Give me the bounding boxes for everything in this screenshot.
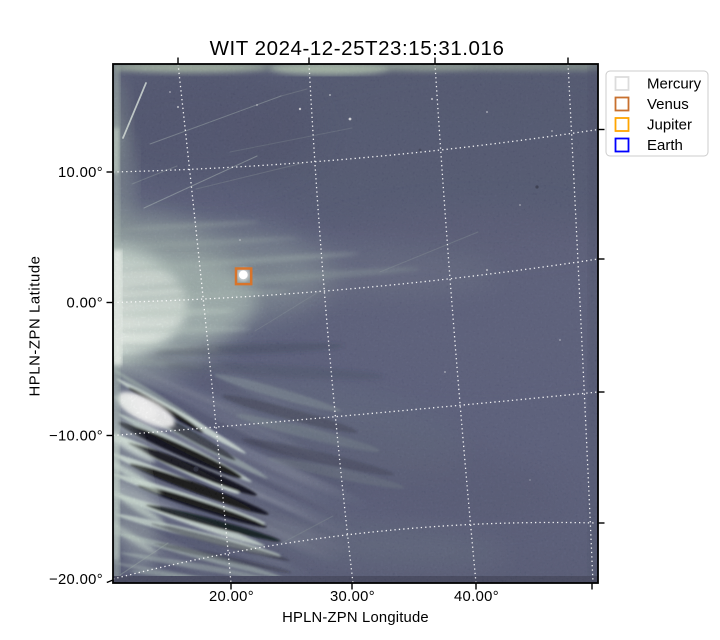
svg-text:10.00°: 10.00° [58,165,103,181]
svg-text:−10.00°: −10.00° [49,429,103,445]
svg-text:HPLN-ZPN Longitude: HPLN-ZPN Longitude [282,610,429,626]
svg-text:WIT 2024-12-25T23:15:31.016: WIT 2024-12-25T23:15:31.016 [210,37,505,60]
svg-text:30.00°: 30.00° [330,589,375,605]
svg-text:−20.00°: −20.00° [49,572,103,588]
svg-text:Venus: Venus [647,96,689,113]
svg-text:20.00°: 20.00° [209,589,254,605]
svg-text:Earth: Earth [647,137,683,154]
svg-text:40.00°: 40.00° [454,589,499,605]
svg-text:HPLN-ZPN Latitude: HPLN-ZPN Latitude [28,256,44,397]
svg-text:Mercury: Mercury [647,76,702,93]
svg-text:Jupiter: Jupiter [647,117,692,134]
svg-text:0.00°: 0.00° [67,296,103,312]
